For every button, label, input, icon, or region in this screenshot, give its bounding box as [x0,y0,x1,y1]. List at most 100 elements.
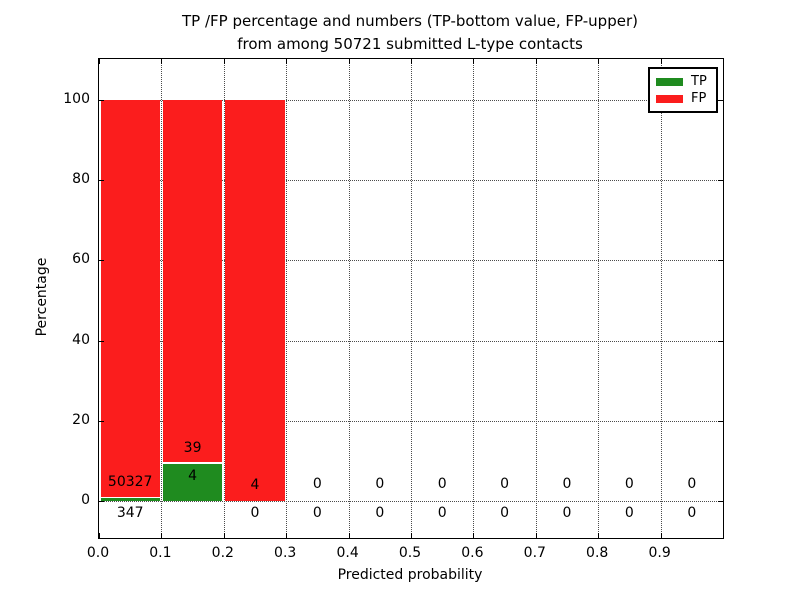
x-tick-label: 0.1 [149,545,172,561]
x-tick-label: 0.2 [211,545,234,561]
gridline-vertical [535,59,537,538]
legend: TP FP [648,67,718,113]
tp-count-label: 0 [500,505,510,521]
fp-bar [225,100,285,501]
fp-legend-label: FP [691,91,707,106]
x-tick-mark [161,533,163,538]
chart-title: TP /FP percentage and numbers (TP-bottom… [98,10,722,56]
fp-count-label: 0 [562,476,572,493]
y-tick-label: 80 [72,171,90,188]
y-tick-mark [99,100,104,101]
y-tick-mark [718,340,723,342]
x-tick-mark [223,533,225,538]
x-tick-label: 0.5 [398,545,422,561]
y-tick-mark [718,420,723,422]
fp-bar [162,100,223,463]
x-tick-mark [535,533,537,538]
x-tick-label: 0.9 [648,545,671,561]
y-tick-mark [718,100,723,101]
x-tick-label: 0.4 [336,545,359,561]
plot-area: 50327 347 39 4 4 0 0 0 0 0 0 0 0 0 0 0 0 0 0 0 [98,58,724,539]
gridline-vertical [348,59,350,538]
y-tick-label: 40 [72,331,90,348]
fp-count-label: 0 [624,476,634,493]
gridline-horizontal [99,260,723,262]
tp-count-label: 0 [250,505,260,521]
y-tick-mark [99,180,104,182]
y-tick-mark [99,340,104,342]
gridline-vertical [473,59,475,538]
gridline-horizontal [99,501,723,502]
gridline-vertical [223,59,225,538]
x-tick-mark [411,533,412,538]
gridline-horizontal [99,420,723,422]
tp-count-label: 0 [375,505,385,521]
x-tick-mark [286,533,288,538]
fp-count-label: 0 [312,476,322,493]
tp-count-label: 0 [624,505,634,521]
x-tick-label: 0.3 [274,545,297,561]
y-tick-mark [99,501,104,502]
fp-legend-swatch [656,94,683,103]
tp-count-label: 347 [116,505,144,521]
x-tick-label: 0.0 [86,545,110,561]
y-tick-label: 20 [72,411,90,428]
x-tick-mark [99,59,100,64]
x-tick-mark [411,59,412,64]
tp-legend-label: TP [691,74,707,89]
x-axis-title: Predicted probability [337,567,483,583]
x-tick-mark [723,533,724,538]
gridline-horizontal [99,180,723,182]
x-tick-mark [598,59,600,64]
x-tick-mark [473,533,475,538]
fp-count-label: 0 [437,476,447,493]
x-tick-mark [598,533,600,538]
tp-count-label: 0 [562,505,572,521]
tp-bar [162,463,223,501]
x-tick-mark [473,59,475,64]
fp-count-label: 50327 [107,474,153,491]
y-tick-label: 100 [63,91,90,107]
y-tick-label: 60 [72,251,90,268]
tp-bar [100,498,160,501]
x-tick-mark [723,59,724,64]
tp-count-label: 0 [687,505,697,521]
y-tick-mark [718,180,723,182]
y-tick-mark [99,420,104,422]
tp-count-label: 4 [188,468,198,485]
legend-item-tp: TP [656,75,710,88]
x-tick-mark [161,59,163,64]
y-tick-mark [99,260,104,262]
x-tick-label: 0.8 [586,545,609,561]
y-axis-title: Percentage [34,257,50,337]
x-tick-mark [660,533,662,538]
y-tick-mark [718,501,723,502]
x-tick-mark [348,59,350,64]
x-tick-mark [286,59,288,64]
legend-item-fp: FP [656,92,710,105]
x-tick-mark [99,533,100,538]
x-tick-mark [660,59,662,64]
gridline-vertical [161,59,163,538]
fp-count-label: 0 [687,476,697,493]
x-tick-mark [535,59,537,64]
x-tick-mark [223,59,225,64]
tp-count-label: 0 [312,505,322,521]
gridline-vertical [598,59,600,538]
fp-count-label: 39 [183,440,202,457]
fp-count-label: 4 [250,477,260,494]
x-tick-label: 0.7 [523,545,546,561]
x-tick-mark [348,533,350,538]
gridline-horizontal [99,340,723,342]
fp-bar [100,100,160,497]
x-tick-label: 0.6 [461,545,484,561]
y-tick-label: 0 [81,492,90,508]
gridline-vertical [286,59,288,538]
tp-count-label: 0 [437,505,447,521]
tp-legend-swatch [656,77,683,86]
gridline-vertical [660,59,662,538]
fp-count-label: 0 [375,476,385,493]
fp-count-label: 0 [500,476,510,493]
chart-title-line2: from among 50721 submitted L-type contac… [237,35,583,53]
